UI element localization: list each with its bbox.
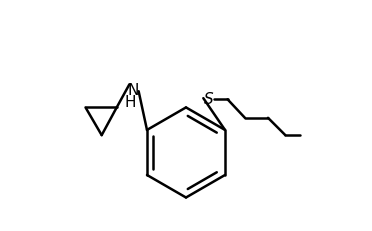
- Text: H: H: [125, 95, 136, 110]
- Text: S: S: [204, 92, 214, 107]
- Text: N: N: [127, 83, 138, 97]
